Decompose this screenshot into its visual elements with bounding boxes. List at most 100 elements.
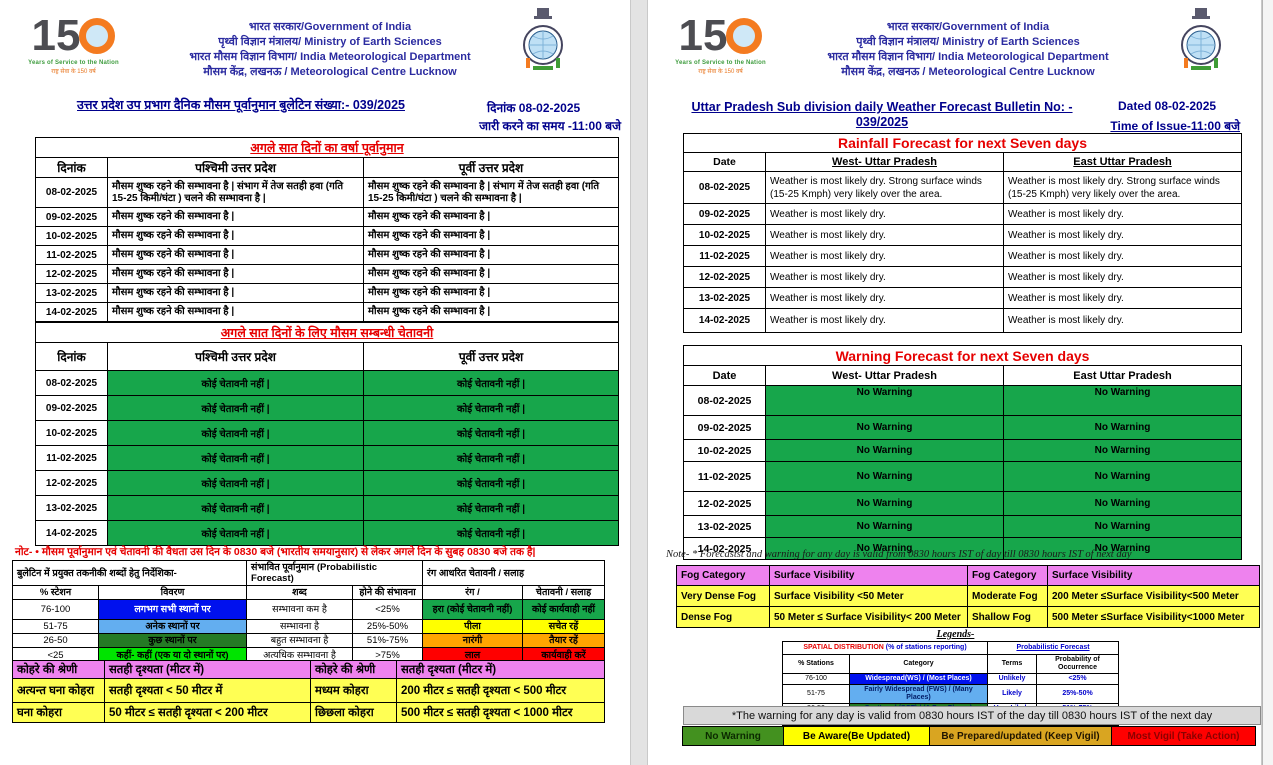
fog-table-en: Fog Category Surface Visibility Fog Cate… — [676, 565, 1260, 628]
col-date: Date — [683, 365, 766, 386]
forecast-east-cell: मौसम शुष्क रहने की सम्भावना है | संभाग म… — [363, 177, 619, 208]
spatial-distribution-header: SPATIAL DISTRIBUTION (% of stations repo… — [782, 641, 988, 655]
table-row: 09-02-2025 No Warning No Warning — [683, 415, 1243, 440]
table-row: 14-02-2025 मौसम शुष्क रहने की सम्भावना ह… — [35, 302, 619, 322]
logo-digit-1: 15 — [678, 11, 728, 60]
color-cell: पीला — [422, 619, 524, 634]
forecast-west-cell: मौसम शुष्क रहने की सम्भावना है | — [107, 207, 364, 227]
table-title-row: Warning Forecast for next Seven days — [682, 345, 1243, 366]
table-row: 11-02-2025 No Warning No Warning — [683, 461, 1243, 492]
forecast-west-cell: Weather is most likely dry. — [765, 287, 1004, 309]
warning-east-cell: No Warning — [1002, 439, 1243, 462]
fog-col-visibility: सतही दृश्यता (मीटर में) — [396, 660, 605, 679]
legend-row: 51-75 अनेक स्थानों पर सम्भावना है 25%-50… — [12, 619, 606, 634]
date-cell: 11-02-2025 — [35, 445, 108, 471]
table-row: 08-02-2025 Weather is most likely dry. S… — [683, 171, 1243, 204]
date-cell: 10-02-2025 — [683, 439, 766, 462]
globe-zero-icon — [79, 18, 116, 54]
org-line-imd: भारत मौसम विज्ञान विभाग/ India Meteorolo… — [189, 51, 471, 63]
legends-row: 51-75 Fairly Widespread (FWS) / (Many Pl… — [782, 684, 1120, 704]
stations-cell: 76-100 — [12, 599, 99, 620]
date-cell: 08-02-2025 — [683, 171, 766, 204]
col-east: पूर्वी उत्तर प्रदेश — [363, 157, 619, 178]
probabilistic-forecast-header: Probabilistic Forecast — [986, 641, 1120, 655]
warning-west-cell: No Warning — [765, 537, 1004, 560]
forecast-west-cell: Weather is most likely dry. Strong surfa… — [765, 171, 1004, 204]
issue-time-en: Time of Issue-11:00 बजे — [1110, 119, 1240, 133]
forecast-east-cell: Weather is most likely dry. — [1002, 308, 1243, 333]
date-cell: 12-02-2025 — [35, 264, 108, 284]
org-line-centre: मौसम केंद्र, लखनऊ / Meteorological Centr… — [203, 66, 457, 78]
warning-west-cell: No Warning — [765, 439, 1004, 462]
warning-east-cell: कोई चेतावनी नहीं | — [362, 520, 620, 546]
logo-tagline-hi: राष्ट्र सेवा के 150 वर्ष — [698, 69, 743, 75]
forecast-west-cell: Weather is most likely dry. — [765, 245, 1004, 267]
term-cell: सम्भावना है — [246, 619, 354, 634]
forecast-west-cell: Weather is most likely dry. — [765, 308, 1004, 333]
date-cell: 10-02-2025 — [35, 420, 108, 446]
warning-east-cell: कोई चेतावनी नहीं | — [362, 470, 620, 496]
legend-col-prob: होने की संभावना — [352, 585, 424, 600]
forecast-east-cell: मौसम शुष्क रहने की सम्भावना है | — [363, 245, 619, 265]
page-english: 15 Years of Service to the Nation राष्ट्… — [647, 0, 1262, 765]
date-cell: 13-02-2025 — [35, 495, 108, 521]
table-row: 12-02-2025 मौसम शुष्क रहने की सम्भावना ह… — [35, 264, 619, 284]
date-cell: 12-02-2025 — [683, 491, 766, 516]
category-cell: Fairly Widespread (FWS) / (Many Places) — [849, 684, 988, 704]
date-cell: 14-02-2025 — [683, 308, 766, 333]
globe-zero-icon — [726, 18, 763, 54]
col-date: Date — [683, 152, 766, 172]
table-row: 14-02-2025 कोई चेतावनी नहीं | कोई चेतावन… — [35, 520, 620, 546]
prob-cell: 51%-75% — [352, 633, 424, 648]
date-cell: 10-02-2025 — [35, 226, 108, 246]
legend-group-color: रंग आधरित चेतावनी / सलाह — [422, 560, 606, 586]
date-cell: 14-02-2025 — [35, 302, 108, 322]
legend-col-desc: विवरण — [97, 585, 248, 600]
fog-category-cell: Dense Fog — [676, 606, 770, 628]
fog-row: Dense Fog 50 Meter ≤ Surface Visibility<… — [676, 606, 1260, 628]
warning-east-cell: No Warning — [1002, 491, 1243, 516]
logo-tagline-hi: राष्ट्र सेवा के 150 वर्ष — [51, 69, 96, 75]
table-header-row: Date West- Uttar Pradesh East Uttar Prad… — [683, 365, 1243, 386]
warning-west-cell: कोई चेतावनी नहीं | — [107, 420, 364, 446]
legends-label: Legends- — [936, 629, 975, 640]
imd-emblem-icon — [1178, 6, 1224, 78]
legends-row: 76-100 Widespread(WS) / (Most Places) Un… — [782, 673, 1120, 685]
fog-visibility-cell: 200 मीटर ≤ सतही दृश्यता < 500 मीटर — [396, 678, 605, 703]
col-terms: Terms — [987, 654, 1037, 674]
stations-cell: 51-75 — [782, 684, 850, 704]
legend-row: 76-100 लगभग सभी स्थानों पर सम्भावना कम ह… — [12, 599, 606, 620]
warning-west-cell: No Warning — [765, 461, 1004, 492]
fog-row: अत्यन्त घना कोहरा सतही दृश्यता < 50 मीटर… — [12, 678, 605, 703]
org-header: भारत सरकार/Government of India पृथ्वी वि… — [165, 20, 495, 80]
date-cell: 09-02-2025 — [35, 207, 108, 227]
legends-col-header-row: % Stations Category Terms Probability of… — [782, 654, 1120, 674]
warning-validity-bar: *The warning for any day is valid from 0… — [683, 706, 1261, 725]
col-east: East Uttar Pradesh — [1002, 152, 1243, 172]
fog-visibility-cell: 50 मीटर ≤ सतही दृश्यता < 200 मीटर — [104, 702, 311, 723]
date-cell: 09-02-2025 — [683, 203, 766, 225]
warning-west-cell: कोई चेतावनी नहीं | — [107, 495, 364, 521]
warning-east-cell: No Warning — [1002, 515, 1243, 538]
fog-visibility-cell: 500 मीटर ≤ सतही दृश्यता < 1000 मीटर — [396, 702, 605, 723]
stations-cell: 76-100 — [782, 673, 850, 685]
date-cell: 13-02-2025 — [35, 283, 108, 303]
date-cell: 08-02-2025 — [683, 385, 766, 416]
date-cell: 09-02-2025 — [683, 415, 766, 440]
warning-west-cell: कोई चेतावनी नहीं | — [107, 370, 364, 396]
scale-no-warning: No Warning — [682, 726, 784, 746]
org-line-ministry: पृथ्वी विज्ञान मंत्रालय/ Ministry of Ear… — [856, 36, 1080, 48]
forecast-west-cell: मौसम शुष्क रहने की सम्भावना है | — [107, 245, 364, 265]
fog-row: घना कोहरा 50 मीटर ≤ सतही दृश्यता < 200 म… — [12, 702, 605, 723]
date-cell: 10-02-2025 — [683, 224, 766, 246]
table-row: 09-02-2025 Weather is most likely dry. W… — [683, 203, 1243, 225]
org-line-ministry: पृथ्वी विज्ञान मंत्रालय/ Ministry of Ear… — [218, 36, 442, 48]
forecast-west-cell: मौसम शुष्क रहने की सम्भावना है | — [107, 264, 364, 284]
term-cell: Likely — [987, 684, 1037, 704]
fog-visibility-cell: 200 Meter ≤Surface Visibility<500 Meter — [1047, 585, 1260, 607]
forecast-west-cell: Weather is most likely dry. — [765, 266, 1004, 288]
table-title: अगले सात दिनों के लिए मौसम सम्बन्धी चेता… — [34, 322, 620, 343]
viewer-right-edge — [1262, 0, 1273, 765]
col-date: दिनांक — [35, 157, 108, 178]
forecast-west-cell: मौसम शुष्क रहने की सम्भावना है | संभाग म… — [107, 177, 364, 208]
